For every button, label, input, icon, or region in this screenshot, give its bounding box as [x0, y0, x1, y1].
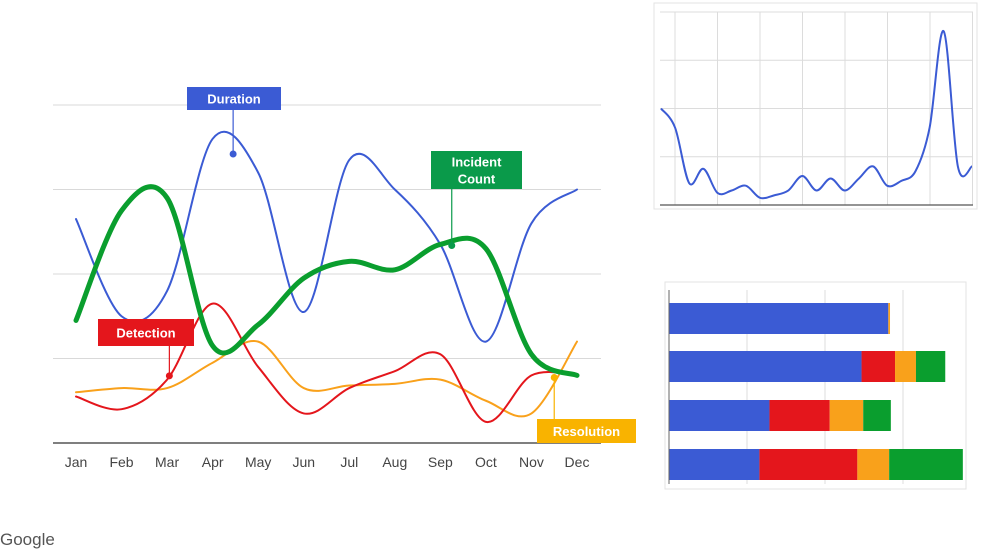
series-line-resolution: [75, 339, 578, 418]
callout-label: Resolution: [553, 424, 620, 439]
main-line-chart: Jan Feb Mar Apr May Jun Jul Aug Sep Oct Nov Dec Dura…: [53, 87, 636, 470]
bar-segment: [889, 449, 963, 480]
x-tick-label: Dec: [565, 454, 590, 470]
x-tick-label: Jun: [292, 454, 315, 470]
callout-box: [98, 319, 194, 346]
google-logo: Google: [0, 530, 55, 549]
callout-point: [165, 372, 173, 380]
bar-segment: [857, 449, 890, 480]
bar-segment: [861, 351, 896, 382]
stacked-bar-chart: [664, 281, 967, 490]
bar-segment: [888, 303, 891, 334]
bar-segment: [863, 400, 891, 431]
bar-segment: [895, 351, 916, 382]
callout-label: Duration: [207, 92, 261, 107]
bar-segment: [669, 449, 760, 480]
callout-label: Incident: [452, 155, 503, 170]
callout-box: [537, 419, 636, 443]
sparkline-chart: [653, 2, 978, 210]
x-tick-label: Apr: [202, 454, 224, 470]
x-tick-label: Nov: [519, 454, 544, 470]
x-tick-label: Sep: [428, 454, 453, 470]
bar-segment: [669, 351, 862, 382]
callout-point: [448, 241, 456, 249]
x-tick-label: Feb: [109, 454, 133, 470]
callout-box: [431, 151, 522, 189]
bar-segment: [669, 303, 889, 334]
x-tick-label: Mar: [155, 454, 179, 470]
bar-segment: [915, 351, 946, 382]
bar-segment: [769, 400, 830, 431]
bar-segment: [759, 449, 858, 480]
callout-box: [187, 87, 281, 110]
series-line-detection: [75, 302, 578, 423]
callout-label: Detection: [116, 326, 175, 341]
bar-segment: [669, 400, 770, 431]
x-tick-label: Aug: [382, 454, 407, 470]
callout-point: [550, 374, 558, 382]
bar-segment: [829, 400, 864, 431]
sparkline-frame: [653, 2, 978, 210]
x-tick-label: Jan: [65, 454, 88, 470]
sparkline-series: [660, 30, 973, 200]
series-line-incident-count: [73, 184, 580, 378]
x-tick-label: May: [245, 454, 271, 470]
series-line-duration: [75, 130, 578, 343]
x-tick-label: Jul: [340, 454, 358, 470]
x-tick-label: Oct: [475, 454, 497, 470]
callout-label: Count: [458, 172, 496, 187]
callout-point: [229, 150, 237, 158]
